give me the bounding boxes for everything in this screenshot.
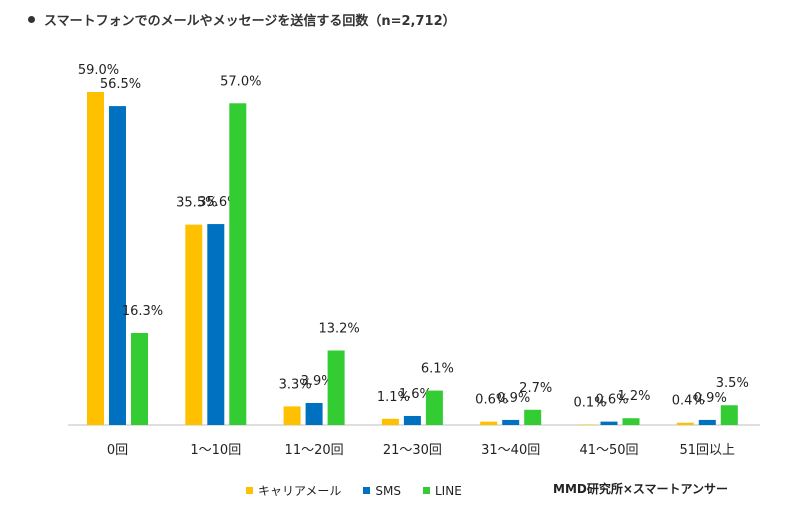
bar-sms-0	[109, 106, 126, 425]
chart-title-row: スマートフォンでのメールやメッセージを送信する回数（n=2,712）	[28, 10, 456, 29]
data-label-line-1: 57.0%	[220, 74, 261, 89]
bar-line-0	[131, 333, 148, 425]
bar-sms-6	[698, 419, 716, 425]
category-label-6: 51回以上	[680, 443, 736, 458]
data-label-carrier-mail-3: 1.1%	[377, 390, 410, 405]
legend-label-line: LINE	[435, 483, 462, 498]
legend-label-sms: SMS	[375, 483, 401, 498]
data-label-sms-1: 35.6%	[198, 195, 239, 210]
category-label-2: 11～20回	[285, 443, 344, 458]
bar-sms-1	[207, 224, 225, 425]
bar-carrier-mail-3	[381, 418, 399, 425]
bar-carrier-mail-2	[283, 406, 301, 425]
category-label-4: 31～40回	[481, 443, 540, 458]
bar-carrier-mail-0	[87, 92, 104, 425]
data-label-carrier-mail-4: 0.6%	[475, 393, 508, 408]
chart-title: スマートフォンでのメールやメッセージを送信する回数（n=2,712）	[44, 14, 456, 29]
bar-sms-2	[305, 402, 323, 425]
data-label-carrier-mail-6: 0.4%	[672, 394, 705, 409]
legend: キャリアメール SMS LINE	[246, 482, 484, 499]
bar-line-4	[524, 409, 542, 425]
legend-swatch-line	[423, 487, 430, 494]
data-label-line-3: 6.1%	[421, 362, 454, 377]
data-label-line-0: 16.3%	[122, 304, 163, 319]
data-label-carrier-mail-0: 59.0%	[78, 63, 119, 78]
bullet-icon	[28, 16, 35, 23]
data-label-line-6: 3.5%	[716, 376, 749, 391]
category-label-5: 41～50回	[579, 443, 638, 458]
bar-carrier-mail-4	[480, 421, 498, 425]
source-credit: MMD研究所×スマートアンサー	[553, 482, 729, 496]
legend-label-carrier-mail: キャリアメール	[258, 484, 342, 498]
data-label-carrier-mail-5: 0.1%	[573, 395, 606, 410]
data-label-line-4: 2.7%	[519, 381, 552, 396]
data-label-sms-4: 0.9%	[497, 391, 530, 406]
data-label-sms-3: 1.6%	[399, 387, 432, 402]
category-label-3: 21～30回	[383, 443, 442, 458]
bar-line-5	[622, 418, 640, 425]
data-label-sms-5: 0.6%	[595, 393, 628, 408]
data-label-line-5: 1.2%	[617, 389, 650, 404]
bar-sms-3	[403, 415, 421, 425]
data-label-sms-0: 56.5%	[100, 77, 141, 92]
data-label-carrier-mail-2: 3.3%	[279, 377, 312, 392]
bar-line-6	[720, 405, 738, 425]
data-label-sms-6: 0.9%	[694, 391, 727, 406]
bar-carrier-mail-6	[676, 422, 694, 425]
bar-carrier-mail-1	[185, 224, 203, 425]
bar-carrier-mail-5	[578, 424, 596, 425]
legend-item-sms: SMS	[363, 484, 401, 498]
bar-sms-4	[502, 419, 520, 425]
bar-line-1	[229, 103, 247, 425]
data-label-line-2: 13.2%	[318, 321, 359, 336]
data-label-carrier-mail-1: 35.5%	[176, 196, 217, 211]
legend-swatch-sms	[363, 487, 371, 494]
bar-line-2	[327, 350, 345, 425]
bar-sms-5	[600, 421, 618, 425]
category-label-1: 1～10回	[190, 443, 241, 458]
legend-item-carrier-mail: キャリアメール	[246, 482, 341, 499]
legend-swatch-carrier-mail	[246, 487, 253, 494]
category-label-0: 0回	[107, 443, 128, 458]
data-label-sms-2: 3.9%	[301, 374, 334, 389]
bar-line-3	[425, 390, 443, 425]
legend-item-line: LINE	[423, 484, 462, 498]
